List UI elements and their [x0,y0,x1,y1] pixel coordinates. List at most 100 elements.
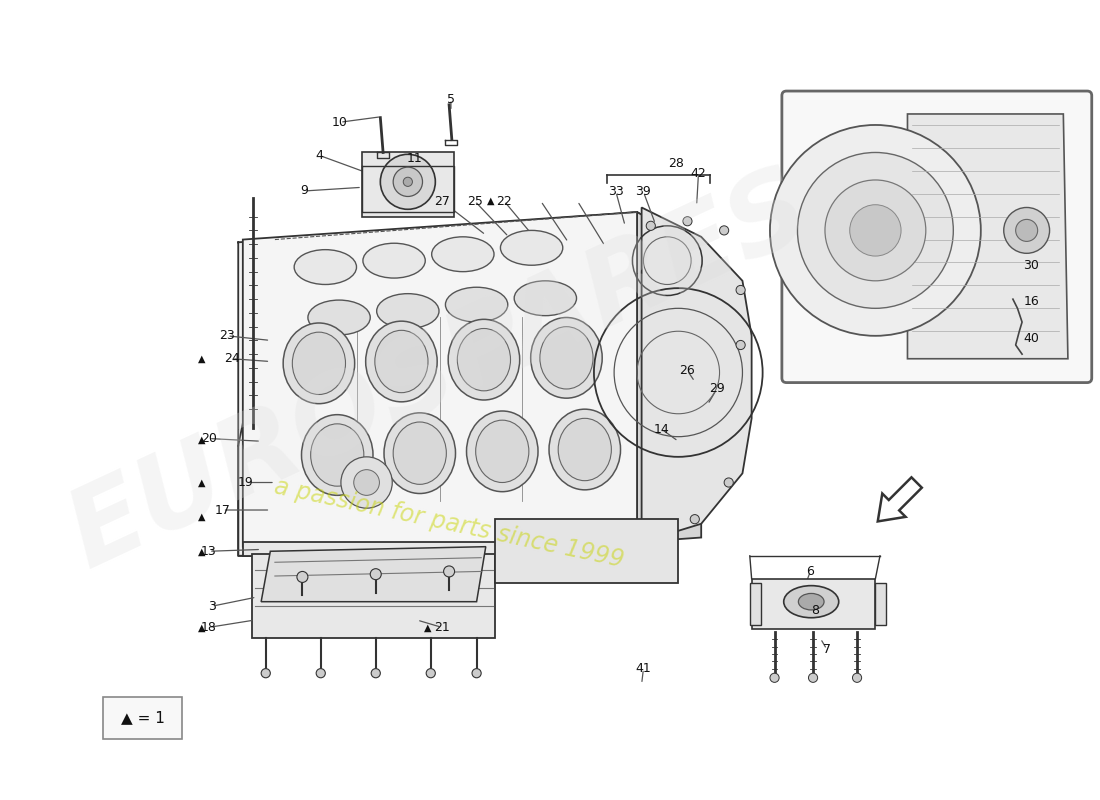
Polygon shape [637,212,701,542]
Text: a passion for parts since 1999: a passion for parts since 1999 [272,475,626,573]
Circle shape [381,154,436,210]
Circle shape [1003,207,1049,254]
Circle shape [371,569,382,580]
Text: 39: 39 [636,186,651,198]
Circle shape [354,470,379,495]
Circle shape [261,669,271,678]
Text: 18: 18 [201,621,217,634]
Ellipse shape [446,287,508,322]
Ellipse shape [293,332,345,394]
Text: 14: 14 [653,423,670,436]
Polygon shape [362,153,453,217]
Polygon shape [878,478,922,522]
Ellipse shape [466,411,538,492]
Polygon shape [275,212,701,276]
Ellipse shape [799,594,824,610]
Circle shape [736,341,745,350]
Text: ▲: ▲ [198,546,206,556]
Ellipse shape [514,281,576,316]
Ellipse shape [375,330,428,393]
Text: ▲: ▲ [198,434,206,445]
Text: ▲ = 1: ▲ = 1 [121,710,165,726]
Text: 40: 40 [1023,332,1040,345]
Circle shape [724,478,734,487]
Polygon shape [252,554,495,638]
Polygon shape [495,519,679,583]
Ellipse shape [393,422,447,484]
Polygon shape [641,207,751,542]
Text: EUROSPARES: EUROSPARES [53,154,827,590]
Ellipse shape [363,243,426,278]
Text: ▲: ▲ [198,622,206,632]
Text: 21: 21 [433,621,450,634]
Text: 41: 41 [636,662,651,675]
Text: ▲: ▲ [198,354,206,364]
Ellipse shape [301,414,373,495]
Circle shape [770,125,981,336]
Circle shape [393,167,422,197]
Text: 30: 30 [1023,258,1040,272]
Text: 10: 10 [332,116,348,129]
Text: ▲: ▲ [198,478,206,487]
Text: 6: 6 [806,565,814,578]
Circle shape [341,457,393,508]
Circle shape [770,673,779,682]
Text: 33: 33 [608,186,624,198]
FancyBboxPatch shape [782,91,1091,382]
Circle shape [472,669,481,678]
Text: 22: 22 [496,194,512,207]
Text: 42: 42 [691,167,706,180]
Circle shape [808,673,817,682]
Text: 26: 26 [680,364,695,377]
Ellipse shape [384,413,455,494]
Ellipse shape [376,294,439,329]
Text: 25: 25 [466,194,483,207]
Circle shape [719,226,728,235]
Text: 5: 5 [447,93,455,106]
Circle shape [1015,219,1037,242]
Text: ▲: ▲ [425,622,432,632]
Text: 3: 3 [208,600,216,613]
Text: 29: 29 [708,382,725,395]
Text: 9: 9 [300,185,308,198]
Text: 13: 13 [201,545,217,558]
Ellipse shape [549,409,620,490]
Ellipse shape [448,319,519,400]
Polygon shape [243,542,637,556]
FancyBboxPatch shape [103,697,183,739]
Circle shape [825,180,926,281]
Ellipse shape [458,329,510,391]
Ellipse shape [540,326,593,389]
Circle shape [297,571,308,582]
Ellipse shape [558,418,612,481]
Polygon shape [876,583,887,625]
Polygon shape [261,546,486,602]
Text: 11: 11 [406,152,422,166]
Circle shape [849,205,901,256]
Circle shape [798,153,954,308]
Ellipse shape [431,237,494,272]
Circle shape [646,222,656,230]
Circle shape [371,669,381,678]
Text: 28: 28 [669,157,684,170]
Ellipse shape [310,424,364,486]
Polygon shape [750,583,761,625]
Ellipse shape [365,321,437,402]
Circle shape [404,178,412,186]
Text: 27: 27 [433,194,450,207]
Ellipse shape [475,420,529,482]
Text: 23: 23 [219,330,235,342]
Circle shape [852,673,861,682]
Circle shape [443,566,454,577]
Text: 24: 24 [224,352,240,366]
Polygon shape [279,215,696,279]
Polygon shape [239,215,637,556]
Polygon shape [243,212,637,546]
Text: 20: 20 [201,432,217,445]
Ellipse shape [283,323,354,404]
Text: 8: 8 [811,604,818,618]
Text: 4: 4 [315,149,323,162]
Circle shape [690,514,700,524]
Polygon shape [751,578,876,629]
Ellipse shape [530,318,602,398]
